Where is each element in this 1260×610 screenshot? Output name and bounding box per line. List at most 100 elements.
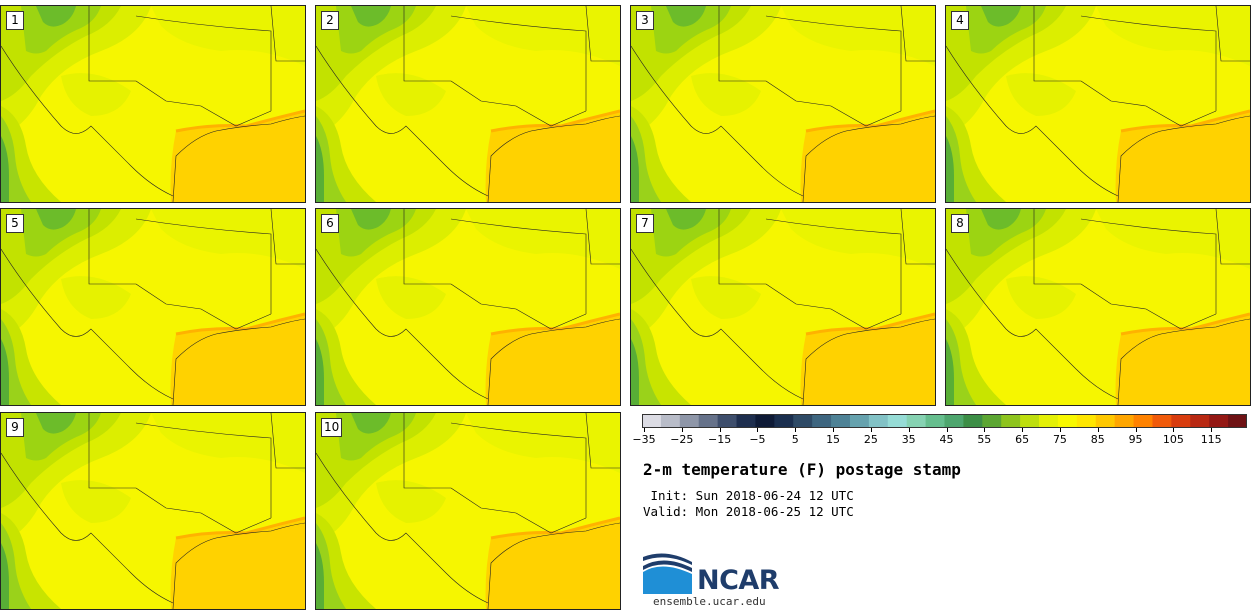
temperature-map <box>631 6 935 202</box>
colorbar-tick-label: 15 <box>826 433 841 446</box>
member-panel: 9 <box>0 412 306 610</box>
colorbar-tick <box>1135 428 1137 432</box>
colorbar-tick <box>1211 428 1213 432</box>
colorbar-swatch <box>831 414 851 428</box>
colorbar-tick <box>719 428 721 432</box>
site-url: ensemble.ucar.edu <box>653 595 766 608</box>
colorbar-tick <box>870 428 872 432</box>
colorbar-tick-label: 25 <box>863 433 878 446</box>
chart-title: 2-m temperature (F) postage stamp <box>643 460 961 479</box>
colorbar-tick <box>1097 428 1099 432</box>
member-label: 10 <box>321 418 343 437</box>
colorbar-tick-label: 5 <box>791 433 799 446</box>
colorbar-swatch <box>1020 414 1040 428</box>
colorbar-swatch <box>642 414 662 428</box>
colorbar-tick <box>644 428 645 432</box>
colorbar-tick <box>908 428 910 432</box>
colorbar-swatch <box>1039 414 1059 428</box>
colorbar-swatch <box>1095 414 1116 428</box>
member-label: 9 <box>6 418 24 437</box>
colorbar-tick <box>1022 428 1024 432</box>
temperature-map <box>316 413 620 609</box>
member-panel: 1 <box>0 5 306 203</box>
colorbar-tick-label: −5 <box>749 433 766 446</box>
colorbar-tick <box>946 428 948 432</box>
colorbar-tick <box>681 428 683 432</box>
colorbar-swatch <box>868 414 889 428</box>
colorbar-swatch <box>717 414 738 428</box>
colorbar-swatch <box>660 414 681 428</box>
member-label: 2 <box>321 11 339 30</box>
colorbar-tick-label: −35 <box>632 433 656 446</box>
colorbar-tick-label: 65 <box>1015 433 1030 446</box>
member-panel: 5 <box>0 208 306 406</box>
temperature-map <box>316 6 620 202</box>
colorbar-swatch <box>1228 414 1247 428</box>
colorbar-swatch <box>1209 414 1229 428</box>
colorbar-tick-label: 115 <box>1200 433 1222 446</box>
colorbar-legend: −35 −25 −15 −5 5 15 25 35 45 55 65 75 85 95 105 115 <box>632 414 1250 454</box>
colorbar-swatch <box>1114 414 1135 428</box>
init-time: Init: Sun 2018-06-24 12 UTC <box>643 488 854 503</box>
colorbar-tick-label: −15 <box>708 433 732 446</box>
member-panel: 3 <box>630 5 936 203</box>
temperature-map <box>1 209 305 405</box>
colorbar-tick <box>984 428 986 432</box>
colorbar-swatch <box>736 414 756 428</box>
member-panel: 2 <box>315 5 621 203</box>
colorbar-swatch <box>793 414 813 428</box>
member-label: 3 <box>636 11 654 30</box>
colorbar-swatch <box>1076 414 1097 428</box>
colorbar-tick-label: 105 <box>1162 433 1184 446</box>
colorbar-swatch <box>774 414 794 428</box>
colorbar-swatch <box>679 414 700 428</box>
colorbar-tick-label: 85 <box>1090 433 1105 446</box>
colorbar-border <box>642 414 1247 428</box>
colorbar-swatch <box>849 414 870 428</box>
colorbar-tick-label: 45 <box>939 433 954 446</box>
colorbar-tick <box>833 428 835 432</box>
colorbar-tick <box>795 428 797 432</box>
colorbar-swatch <box>698 414 719 428</box>
colorbar-swatch <box>925 414 945 428</box>
colorbar-tick-label: 95 <box>1128 433 1143 446</box>
colorbar-tick <box>757 428 759 432</box>
member-label: 7 <box>636 214 654 233</box>
colorbar-tick <box>1173 428 1175 432</box>
ncar-logo-icon <box>643 553 692 594</box>
colorbar-swatch <box>1133 414 1153 428</box>
member-panel: 7 <box>630 208 936 406</box>
temperature-map <box>631 209 935 405</box>
temperature-map <box>316 209 620 405</box>
logo-text: NCAR <box>697 565 780 596</box>
valid-time: Valid: Mon 2018-06-25 12 UTC <box>643 504 854 519</box>
temperature-map <box>1 6 305 202</box>
member-label: 5 <box>6 214 24 233</box>
member-label: 4 <box>951 11 969 30</box>
member-panel: 8 <box>945 208 1251 406</box>
temperature-map <box>946 209 1250 405</box>
member-panel: 10 <box>315 412 621 610</box>
member-panel: 6 <box>315 208 621 406</box>
colorbar-tick-label: 55 <box>977 433 992 446</box>
colorbar-tick-label: −25 <box>670 433 694 446</box>
colorbar-swatch <box>812 414 832 428</box>
colorbar-swatch <box>755 414 775 428</box>
colorbar-tick <box>1059 428 1061 432</box>
colorbar-tick-label: 35 <box>901 433 916 446</box>
temperature-map <box>946 6 1250 202</box>
colorbar-swatch <box>963 414 983 428</box>
colorbar-swatch <box>944 414 964 428</box>
colorbar-swatch <box>982 414 1002 428</box>
colorbar <box>642 414 1247 428</box>
member-panel: 4 <box>945 5 1251 203</box>
colorbar-tick-label: 75 <box>1052 433 1067 446</box>
member-label: 8 <box>951 214 969 233</box>
colorbar-swatch <box>1152 414 1172 428</box>
colorbar-swatch <box>887 414 908 428</box>
colorbar-swatch <box>1001 414 1021 428</box>
member-label: 6 <box>321 214 339 233</box>
colorbar-swatch <box>1190 414 1210 428</box>
temperature-map <box>1 413 305 609</box>
colorbar-swatch <box>1057 414 1078 428</box>
